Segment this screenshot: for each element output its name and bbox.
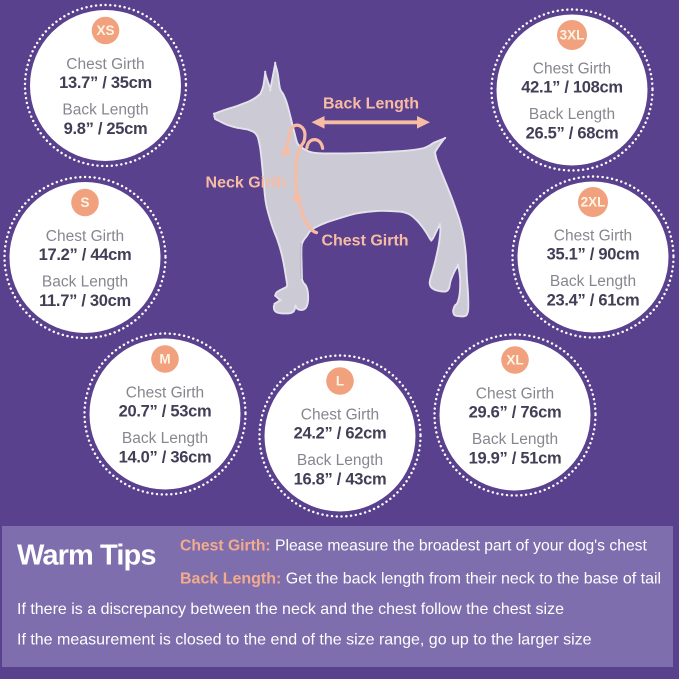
svg-text:Chest Girth: Chest Girth <box>66 56 144 73</box>
svg-text:M: M <box>159 352 170 367</box>
svg-text:Chest Girth: Chest Girth <box>321 233 408 250</box>
svg-text:S: S <box>80 195 89 210</box>
svg-text:Chest Girth: Chest Girth <box>533 61 611 78</box>
svg-text:3XL: 3XL <box>560 28 585 43</box>
svg-text:29.6” / 76cm: 29.6” / 76cm <box>469 404 562 422</box>
svg-text:Back Length: Back Length <box>122 430 208 447</box>
svg-text:20.7” / 53cm: 20.7” / 53cm <box>119 403 212 421</box>
svg-text:If the measurement is closed t: If the measurement is closed to the end … <box>17 632 592 649</box>
svg-text:16.8” / 43cm: 16.8” / 43cm <box>294 471 387 489</box>
svg-text:42.1” / 108cm: 42.1” / 108cm <box>521 79 623 97</box>
svg-text:Back Length: Back Length <box>62 102 148 119</box>
svg-text:Chest Girth: Chest Girth <box>301 407 379 424</box>
svg-text:24.2” / 62cm: 24.2” / 62cm <box>294 425 387 443</box>
svg-text:Chest Girth: Chest Girth <box>476 386 554 403</box>
svg-text:Neck Girth: Neck Girth <box>206 175 287 192</box>
svg-text:9.8” / 25cm: 9.8” / 25cm <box>64 120 148 138</box>
svg-text:Back Length: Back Length <box>323 96 419 113</box>
svg-text:11.7” / 30cm: 11.7” / 30cm <box>39 292 131 310</box>
svg-text:XL: XL <box>506 353 523 368</box>
svg-text:Back Length: Back Length <box>472 431 558 448</box>
svg-text:Warm Tips: Warm Tips <box>17 540 156 572</box>
svg-text:26.5” / 68cm: 26.5” / 68cm <box>526 125 619 143</box>
svg-text:Back Length: Back Length <box>529 106 615 123</box>
svg-text:L: L <box>336 374 344 389</box>
svg-text:Back Length: Back Length <box>550 273 636 290</box>
svg-text:Chest Girth: Chest Girth <box>46 228 124 245</box>
svg-text:Back Length: Back Length <box>297 452 383 469</box>
svg-text:Chest Girth: Please measure th: Chest Girth: Please measure the broadest… <box>180 537 648 554</box>
svg-text:13.7” / 35cm: 13.7” / 35cm <box>59 74 152 92</box>
svg-text:2XL: 2XL <box>581 195 606 210</box>
svg-text:17.2” / 44cm: 17.2” / 44cm <box>39 246 132 264</box>
svg-text:Back Length: Get the back leng: Back Length: Get the back length from th… <box>180 570 661 587</box>
svg-text:Chest Girth: Chest Girth <box>126 385 204 402</box>
svg-text:23.4” / 61cm: 23.4” / 61cm <box>547 292 640 310</box>
svg-text:Back Length: Back Length <box>42 274 128 291</box>
svg-text:If there is a discrepancy betw: If there is a discrepancy between the ne… <box>17 601 564 618</box>
svg-text:XS: XS <box>96 23 114 38</box>
svg-text:14.0” / 36cm: 14.0” / 36cm <box>119 449 212 467</box>
svg-text:19.9” / 51cm: 19.9” / 51cm <box>469 450 562 468</box>
svg-text:35.1” / 90cm: 35.1” / 90cm <box>547 246 640 264</box>
svg-text:Chest Girth: Chest Girth <box>554 228 632 245</box>
